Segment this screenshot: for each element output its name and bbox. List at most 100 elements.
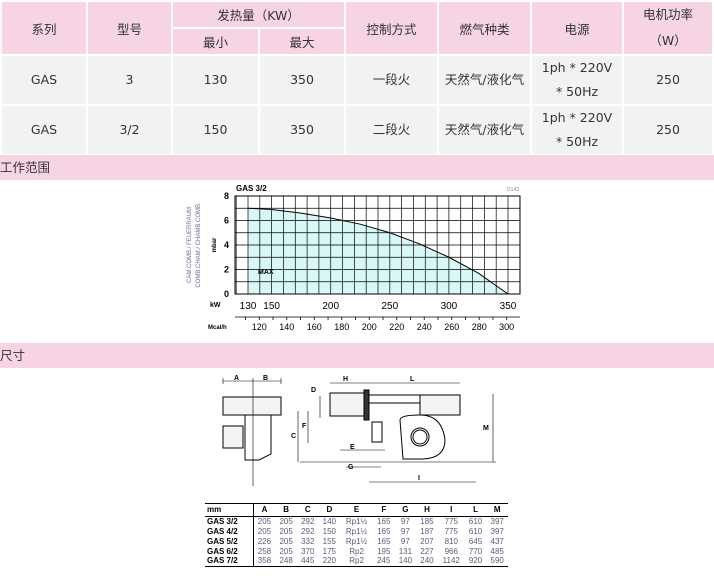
- cell-min: 150: [171, 104, 260, 156]
- dim-cell: 966: [444, 546, 458, 556]
- cell-control: 二段火: [344, 104, 439, 156]
- motor-power-label: 电机功率: [642, 7, 693, 22]
- x2-tick-label: 160: [307, 322, 322, 332]
- dim-cell: 131: [398, 546, 413, 556]
- dim-cell: 645: [468, 536, 483, 546]
- cell-motor: 250: [622, 54, 714, 106]
- burner-dimension-drawing: A B D H L C F M E G I: [222, 375, 496, 486]
- dim-label-i: I: [418, 475, 420, 482]
- table-row: GAS 3/2 150 350 二段火 天然气/液化气 1ph * 220V * …: [0, 104, 714, 156]
- dim-cell: 175: [322, 546, 337, 556]
- dim-header-cell: D: [318, 503, 341, 517]
- x2-tick-label: 180: [334, 322, 349, 332]
- dim-cell: Rp1½: [345, 536, 368, 546]
- dim-cell: 140: [398, 556, 413, 566]
- dim-header-cell: G: [394, 503, 417, 517]
- max-curve: [247, 207, 509, 295]
- dim-cell: 140: [322, 516, 337, 526]
- cell-control: 一段火: [344, 54, 439, 106]
- dim-row: GAS 7/2 358 248 445 220 Rp2 245 140 240 1142 920 59…: [205, 556, 508, 567]
- x2-tick-label: 240: [417, 322, 432, 332]
- dim-cell: 258: [257, 546, 272, 556]
- x-tick-label: 130: [240, 301, 257, 312]
- cell-model: 3: [86, 54, 173, 106]
- y-tick-label: 8: [224, 191, 229, 201]
- dim-cell: 810: [444, 536, 458, 546]
- dim-cell: 240: [420, 556, 434, 566]
- dim-header-cell: H: [416, 503, 438, 517]
- dim-cell: 195: [377, 546, 391, 556]
- cell-power: 1ph * 220V * 50Hz: [530, 54, 624, 106]
- x-tick-label: 250: [381, 301, 398, 312]
- cell-min: 130: [171, 54, 260, 106]
- cell-fuel: 天然气/液化气: [437, 54, 532, 106]
- dim-row: GAS 3/2 205 205 292 140 Rp1½ 165 97 185 775 610 397: [205, 516, 508, 527]
- dim-cell: 332: [301, 536, 315, 546]
- dim-label-a: A: [234, 375, 239, 382]
- dim-cell: 358: [257, 556, 272, 566]
- dim-cell: 220: [322, 556, 337, 566]
- dim-cell: Rp1½: [345, 516, 368, 526]
- header-max: 最大: [258, 27, 346, 56]
- dim-cell: 370: [301, 546, 315, 556]
- dim-cell: 165: [377, 516, 391, 526]
- dim-cell: 445: [301, 556, 315, 566]
- dim-header-cell: mm: [205, 503, 254, 517]
- dim-header-cell: E: [340, 503, 373, 517]
- y-tick-label: 0: [224, 289, 229, 299]
- cell-series: GAS: [0, 54, 88, 106]
- dim-cell: 205: [257, 516, 272, 526]
- dim-header-cell: F: [372, 503, 395, 517]
- x-axis-label: kW: [210, 302, 221, 309]
- dim-cell: GAS 7/2: [205, 556, 254, 567]
- section-dimensions: 尺寸: [0, 343, 714, 368]
- x2-tick-label: 220: [389, 322, 404, 332]
- header-power-supply: 电源: [530, 0, 624, 56]
- dim-header-cell: M: [486, 503, 508, 517]
- power-line1: 1ph * 220V: [541, 110, 613, 125]
- dim-cell: 292: [301, 516, 315, 526]
- dim-cell: 205: [279, 516, 293, 526]
- dim-cell: GAS 6/2: [205, 546, 254, 557]
- dim-label-f: F: [302, 423, 307, 430]
- dim-header-cell: C: [296, 503, 319, 517]
- x-tick-label: 350: [500, 301, 517, 312]
- dim-label-b: B: [263, 375, 268, 382]
- dim-label-l: L: [410, 376, 415, 383]
- y-axis-label: mbar: [212, 237, 218, 252]
- cell-fuel: 天然气/液化气: [437, 104, 532, 156]
- header-control: 控制方式: [344, 0, 439, 56]
- section-working-range: 工作范围: [0, 155, 714, 180]
- y-tick-label: 4: [224, 240, 229, 250]
- dim-label-g: G: [348, 464, 354, 471]
- dim-cell: Rp1½: [345, 526, 368, 536]
- dim-cell: 226: [257, 536, 272, 546]
- cell-max: 350: [258, 54, 346, 106]
- cell-motor: 250: [622, 104, 714, 156]
- dim-cell: 590: [490, 556, 504, 566]
- x2-tick-label: 300: [499, 322, 514, 332]
- area-label: MAX: [258, 269, 274, 276]
- dim-cell: 97: [400, 516, 410, 526]
- dim-cell: 770: [468, 546, 483, 556]
- dim-cell: 397: [490, 526, 504, 536]
- working-range-chart: 0 2 4 6 8 130 150 200 250 300 350 120 140 160 180 200 22…: [187, 184, 521, 332]
- motor-power-unit: （W）: [649, 33, 687, 48]
- dim-cell: GAS 3/2: [205, 516, 254, 527]
- dim-label-e: E: [350, 444, 355, 451]
- dim-cell: 165: [377, 526, 391, 536]
- dimensions-table: mm A B C D E F G H I L M GAS 3/2 205 205 292 140 Rp1½ 165 9…: [205, 503, 508, 567]
- dim-cell: 292: [301, 526, 315, 536]
- header-min: 最小: [171, 27, 260, 56]
- header-model: 型号: [86, 0, 173, 56]
- dim-cell: 205: [279, 546, 293, 556]
- power-line1: 1ph * 220V: [541, 60, 613, 75]
- table-row: GAS 3 130 350 一段火 天然气/液化气 1ph * 220V * 50…: [0, 54, 714, 106]
- dim-cell: 775: [444, 516, 458, 526]
- y-side-label-2: COMB.CHAM./ CHAMB.COMB.: [196, 202, 202, 288]
- header-series: 系列: [0, 0, 88, 56]
- dim-header-cell: L: [464, 503, 487, 517]
- chart-title: GAS 3/2: [236, 184, 267, 193]
- dim-cell: 97: [400, 536, 410, 546]
- dim-label-h: H: [343, 376, 348, 383]
